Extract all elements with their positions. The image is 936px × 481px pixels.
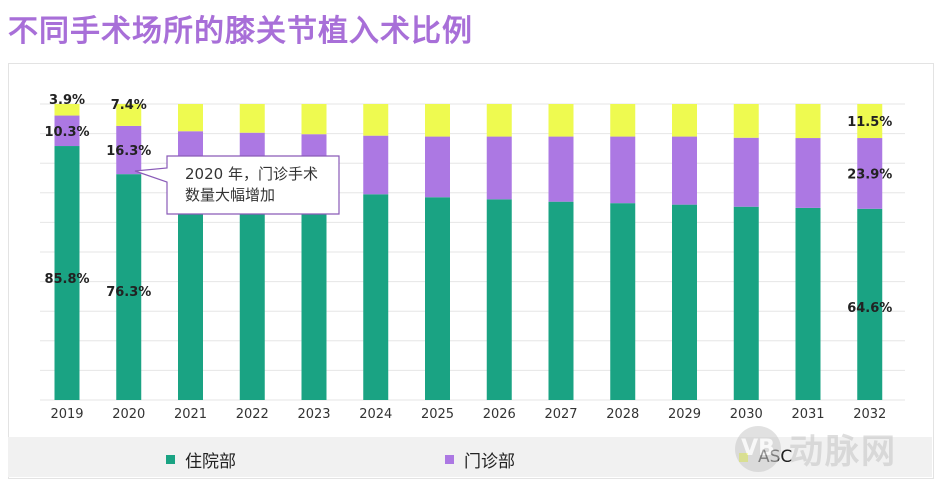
bar-2020-住院部 <box>116 174 142 400</box>
legend-swatch-inpatient <box>166 455 175 464</box>
bar-2030-住院部 <box>733 206 759 400</box>
bar-2032-住院部 <box>857 208 883 400</box>
annotation-callout: 2020 年，门诊手术 数量大幅增加 <box>134 155 340 215</box>
bar-2024-住院部 <box>363 194 389 400</box>
bar-2028-住院部 <box>610 203 636 400</box>
data-label: 76.3% <box>106 285 151 300</box>
x-tick-label: 2030 <box>730 407 763 422</box>
x-tick-label: 2029 <box>668 407 701 422</box>
bar-2027-门诊部 <box>548 136 574 202</box>
bar-2029-住院部 <box>672 204 697 400</box>
bar-2026-ASC <box>486 104 512 137</box>
bar-2019-ASC <box>54 104 80 116</box>
bar-2026-住院部 <box>486 199 512 400</box>
bar-2030-ASC <box>733 104 759 138</box>
bar-2032-门诊部 <box>857 138 883 209</box>
x-tick-label: 2026 <box>483 407 516 422</box>
x-tick-label: 2019 <box>50 407 83 422</box>
bar-2023-ASC <box>301 104 327 135</box>
legend-label-outpatient: 门诊部 <box>464 452 515 472</box>
chart-panel <box>8 63 934 479</box>
x-tick-label: 2020 <box>112 407 145 422</box>
data-label: 11.5% <box>847 115 892 130</box>
watermark: VB 动脉网 <box>735 424 897 473</box>
bars <box>54 104 883 400</box>
bar-2031-住院部 <box>795 207 821 400</box>
bar-2024-ASC <box>363 104 389 136</box>
x-tick-label: 2022 <box>236 407 269 422</box>
bar-2025-ASC <box>425 104 450 137</box>
legend-item-inpatient: 住院部 <box>166 447 236 472</box>
data-label: 16.3% <box>106 144 151 159</box>
bar-2028-ASC <box>610 104 636 137</box>
bar-2027-住院部 <box>548 201 574 400</box>
bar-2023-住院部 <box>301 189 327 400</box>
gridlines <box>40 103 905 401</box>
x-tick-label: 2032 <box>853 407 886 422</box>
bar-2031-门诊部 <box>795 138 821 208</box>
watermark-text: 动脉网 <box>789 432 897 472</box>
x-tick-label: 2025 <box>421 407 454 422</box>
x-tick-label: 2023 <box>297 407 330 422</box>
annotation-line-1: 2020 年，门诊手术 <box>185 165 318 183</box>
x-axis-ticks: 2019 2020 2021 2022 2023 2024 2025 2026 2027 2028… <box>50 407 886 422</box>
data-label: 23.9% <box>847 167 892 182</box>
bar-2031-ASC <box>795 104 821 139</box>
data-label: 7.4% <box>111 98 147 113</box>
bar-2020-门诊部 <box>116 125 142 175</box>
bar-2019-住院部 <box>54 146 80 400</box>
bar-2025-住院部 <box>425 197 450 400</box>
bar-2025-门诊部 <box>425 136 450 198</box>
callout-bubble <box>134 155 340 215</box>
chart-title: 不同手术场所的膝关节植入术比例 <box>8 14 473 49</box>
bar-2022-ASC <box>239 104 265 133</box>
bar-2029-ASC <box>672 104 697 137</box>
bar-2022-住院部 <box>239 185 265 400</box>
bar-2020-ASC <box>116 104 142 126</box>
x-tick-label: 2024 <box>359 407 392 422</box>
bar-2029-门诊部 <box>672 136 697 205</box>
x-tick-label: 2031 <box>791 407 824 422</box>
bar-2021-住院部 <box>178 180 203 400</box>
legend-swatch-outpatient <box>445 455 454 464</box>
data-label: 85.8% <box>44 272 89 287</box>
bar-2028-门诊部 <box>610 136 636 204</box>
bar-2030-门诊部 <box>733 137 759 207</box>
bar-2024-门诊部 <box>363 135 389 195</box>
bar-2027-ASC <box>548 104 574 137</box>
data-label: 64.6% <box>847 301 892 316</box>
legend-label-inpatient: 住院部 <box>185 452 236 472</box>
legend-item-outpatient: 门诊部 <box>445 447 515 472</box>
data-label: 3.9% <box>49 93 85 108</box>
x-tick-label: 2028 <box>606 407 639 422</box>
watermark-logo: VB <box>735 425 781 472</box>
x-tick-label: 2021 <box>174 407 207 422</box>
annotation-line-2: 数量大幅增加 <box>185 186 276 204</box>
bar-2019-门诊部 <box>54 115 80 147</box>
data-labels: 3.9% 10.3% 85.8% 7.4% 16.3% 76.3% 11.5% 23.9% 64… <box>44 93 892 316</box>
x-tick-label: 2027 <box>544 407 577 422</box>
data-label: 10.3% <box>44 125 89 140</box>
bar-2026-门诊部 <box>486 136 512 200</box>
bar-2021-ASC <box>178 104 203 132</box>
bar-2032-ASC <box>857 104 883 139</box>
